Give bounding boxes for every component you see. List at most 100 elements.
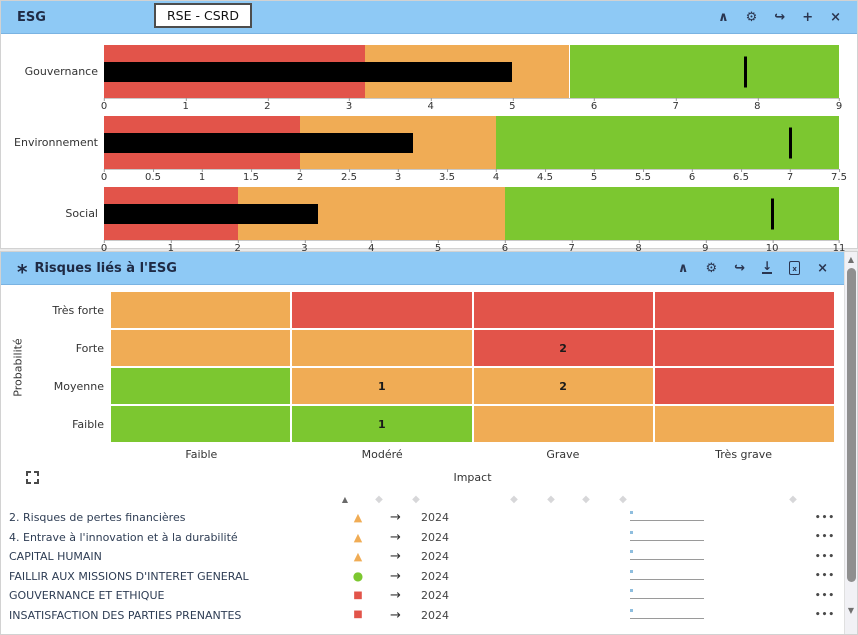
sort-diamond-icon[interactable]: ◆ <box>412 494 420 505</box>
close-icon[interactable]: × <box>830 9 841 25</box>
risk-name: FAILLIR AUX MISSIONS D'INTERET GENERAL <box>9 569 249 583</box>
risk-name: 4. Entrave à l'innovation et à la durabi… <box>9 530 238 544</box>
matrix-cell[interactable] <box>111 368 291 404</box>
row-menu-icon[interactable]: ••• <box>814 551 836 562</box>
risk-year: 2024 <box>421 511 449 525</box>
matrix-cell[interactable] <box>111 292 291 328</box>
risk-name: 2. Risques de pertes financières <box>9 511 186 525</box>
row-menu-icon[interactable]: ••• <box>814 610 836 621</box>
trend-arrow-icon: → <box>390 588 401 604</box>
row-menu-icon[interactable]: ••• <box>814 512 836 523</box>
esg-panel: ESG ∧ ⚙ ↪ + × RSE - CSRD Gouvernance 0 1 2 3… <box>0 0 858 254</box>
axis-tick-label: 7 <box>568 240 575 254</box>
axis-tick-label: 7 <box>786 169 794 183</box>
sparkline-line <box>630 539 704 541</box>
settings-icon[interactable]: ⚙ <box>745 9 758 25</box>
matrix-cell[interactable] <box>473 292 653 328</box>
matrix-cell[interactable] <box>654 330 834 366</box>
risk-row[interactable]: FAILLIR AUX MISSIONS D'INTERET GENERAL ● →… <box>1 567 844 587</box>
scrollbar-thumb[interactable] <box>847 268 856 582</box>
fullscreen-icon[interactable] <box>26 471 39 484</box>
matrix-cell[interactable]: 1 <box>292 368 472 404</box>
sort-diamond-icon[interactable]: ◆ <box>619 494 627 505</box>
sparkline-dot <box>630 608 633 612</box>
risk-sparkline <box>618 547 708 567</box>
axis-tick-label: 9 <box>835 98 843 112</box>
trend-arrow-icon: → <box>390 568 401 584</box>
matrix-cell[interactable] <box>473 406 653 442</box>
close-icon[interactable]: × <box>817 260 828 276</box>
collapse-icon[interactable]: ∧ <box>677 260 689 276</box>
sort-triangle-icon[interactable]: ▲ <box>341 495 349 504</box>
risk-sparkline <box>618 586 708 606</box>
axis-tick-label: 0.5 <box>145 169 161 183</box>
share-icon[interactable]: ↪ <box>734 260 746 276</box>
risk-row[interactable]: 4. Entrave à l'innovation et à la durabi… <box>1 528 844 548</box>
bullet-target-marker <box>789 127 792 158</box>
risks-panel: * Risques liés à l'ESG ∧ ⚙ ↪ ↓ x × Proba… <box>0 251 858 635</box>
collapse-icon[interactable]: ∧ <box>718 9 729 25</box>
row-menu-icon[interactable]: ••• <box>814 532 836 543</box>
matrix-x-label: Grave <box>546 448 580 461</box>
risk-year: 2024 <box>421 530 449 544</box>
bullet-chart: Gouvernance 0 1 2 3 4 5 6 7 8 9 <box>1 45 857 113</box>
sparkline-dot <box>630 511 633 514</box>
matrix-cell[interactable] <box>111 406 291 442</box>
risk-row[interactable]: GOUVERNANCE ET ETHIQUE ■ → 2024 ••• <box>1 586 844 606</box>
sparkline-line <box>630 520 704 521</box>
axis-tick-label: 7.5 <box>831 169 847 183</box>
risks-toolbar: ∧ ⚙ ↪ ↓ x × <box>677 259 828 276</box>
axis-tick-label: 4 <box>427 98 434 112</box>
axis-tick-label: 11 <box>832 240 846 254</box>
matrix-cell[interactable] <box>292 292 472 328</box>
axis-tick-label: 6 <box>688 169 696 183</box>
risks-body: Probabilité Très forte Forte Moyenne Faible… <box>1 285 844 625</box>
sort-diamond-icon[interactable]: ◆ <box>510 494 518 505</box>
download-icon[interactable]: ↓ <box>762 259 773 274</box>
bullet-band-green <box>569 45 839 98</box>
axis-tick-label: 2.5 <box>341 169 357 183</box>
bullet-category-label: Gouvernance <box>24 65 98 78</box>
risk-row[interactable]: INSATISFACTION DES PARTIES PRENANTES ■ → 20… <box>1 606 844 626</box>
axis-tick-label: 2 <box>264 98 271 112</box>
sort-diamond-icon[interactable]: ◆ <box>375 494 383 505</box>
matrix-cell[interactable] <box>654 406 834 442</box>
axis-tick-label: 8 <box>754 98 761 112</box>
axis-tick-label: 2 <box>234 240 241 254</box>
matrix-cell[interactable]: 1 <box>292 406 472 442</box>
export-file-icon[interactable]: x <box>789 261 801 275</box>
matrix-cell[interactable]: 2 <box>473 368 653 404</box>
sort-diamond-icon[interactable]: ◆ <box>582 494 590 505</box>
sort-diamond-icon[interactable]: ◆ <box>547 494 555 505</box>
bullet-axis: 0 1 2 3 4 5 6 7 8 9 <box>101 98 843 113</box>
matrix-cell[interactable]: 2 <box>473 330 653 366</box>
risk-marker-triangle-icon: ▲ <box>353 550 363 564</box>
matrix-cell[interactable] <box>111 330 291 366</box>
risks-panel-title-text: Risques liés à l'ESG <box>34 260 177 276</box>
bullet-value-bar <box>104 203 318 224</box>
axis-tick-label: 5.5 <box>635 169 651 183</box>
add-icon[interactable]: + <box>802 9 814 25</box>
risk-row[interactable]: 2. Risques de pertes financières ▲ → 2024 ••… <box>1 508 844 528</box>
matrix-cell[interactable] <box>292 330 472 366</box>
share-icon[interactable]: ↪ <box>774 9 786 25</box>
matrix-y-axis-title: Probabilité <box>11 337 25 397</box>
sort-diamond-icon[interactable]: ◆ <box>789 494 797 505</box>
axis-tick-label: 8 <box>635 240 642 254</box>
bullet-chart: Environnement 0 0.5 1 1.5 2 2.5 3 3.5 4 4.5 5 5.5 6 6.… <box>1 116 857 184</box>
axis-tick-label: 6 <box>501 240 509 254</box>
matrix-cell[interactable] <box>654 292 834 328</box>
scroll-up-icon[interactable]: ▲ <box>847 255 855 264</box>
row-menu-icon[interactable]: ••• <box>814 571 836 582</box>
scrollbar[interactable]: ▲ ▼ <box>844 252 857 634</box>
settings-icon[interactable]: ⚙ <box>705 260 718 276</box>
matrix-cell[interactable] <box>654 368 834 404</box>
bullet-plot <box>104 45 839 98</box>
bullet-plot <box>104 187 839 240</box>
risk-year: 2024 <box>421 608 449 622</box>
risk-row[interactable]: CAPITAL HUMAIN ▲ → 2024 ••• <box>1 547 844 567</box>
esg-panel-header: ESG ∧ ⚙ ↪ + × <box>1 1 857 34</box>
row-menu-icon[interactable]: ••• <box>814 590 836 601</box>
scroll-down-icon[interactable]: ▼ <box>847 606 855 615</box>
